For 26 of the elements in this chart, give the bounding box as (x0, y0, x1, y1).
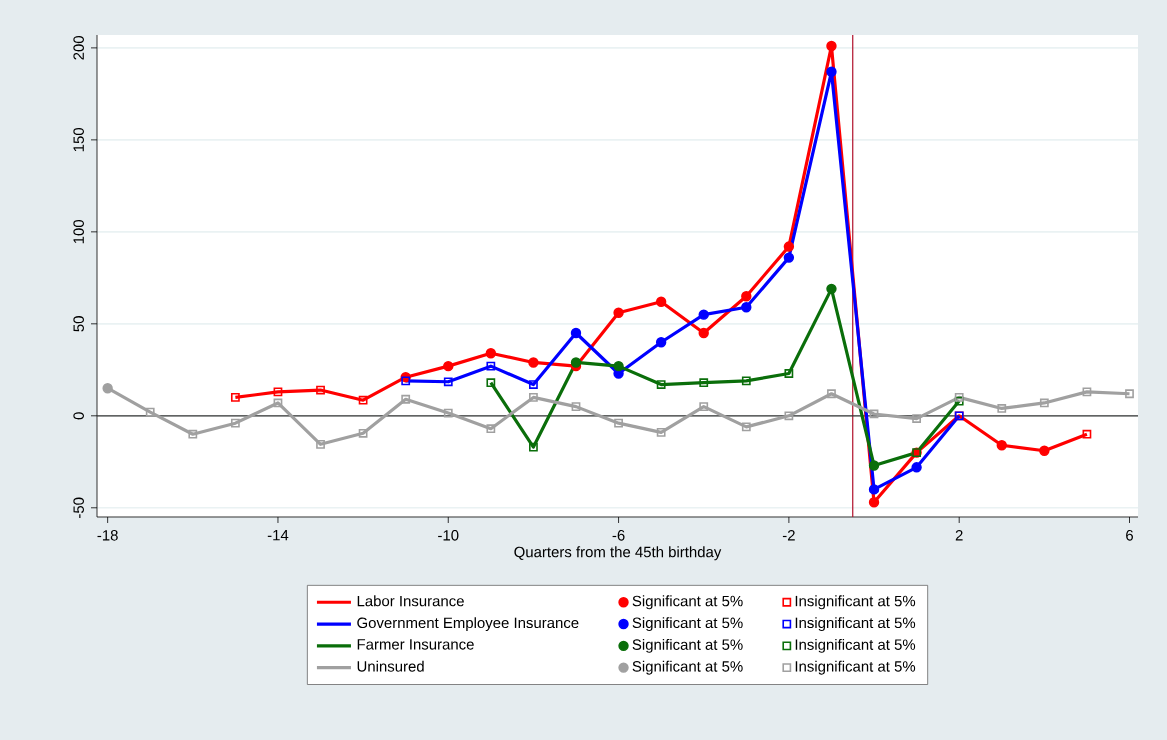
legend-label: Government Employee Insurance (357, 617, 579, 632)
x-tick-label: -14 (267, 530, 289, 541)
legend-label: Insignificant at 5% (795, 595, 916, 610)
x-tick-label: 6 (1126, 530, 1133, 541)
y-tick-label: -50 (73, 497, 84, 518)
x-tick-label: 2 (955, 530, 963, 541)
legend-label: Insignificant at 5% (795, 660, 916, 675)
legend-label: Significant at 5% (632, 660, 743, 675)
legend-label: Significant at 5% (632, 617, 743, 632)
legend-label: Insignificant at 5% (795, 617, 916, 632)
x-tick-label: -6 (612, 530, 625, 541)
x-tick-label: -2 (782, 530, 795, 541)
y-tick-label: 200 (73, 36, 84, 60)
x-tick-label: -10 (438, 530, 459, 541)
y-tick-label: 50 (73, 316, 84, 332)
legend-label: Significant at 5% (632, 638, 743, 653)
x-tick-label: -18 (97, 530, 118, 541)
legend-label: Farmer Insurance (357, 639, 474, 650)
y-tick-label: 100 (73, 219, 84, 244)
y-tick-label: 0 (73, 412, 84, 420)
y-tick-label: 150 (73, 127, 84, 152)
legend-label: Significant at 5% (632, 595, 743, 610)
x-axis-title: Quarters from the 45th birthday (514, 546, 722, 561)
legend-label: Insignificant at 5% (795, 638, 916, 653)
legend-label: Labor Insurance (357, 595, 464, 607)
legend-label: Uninsured (357, 660, 424, 672)
